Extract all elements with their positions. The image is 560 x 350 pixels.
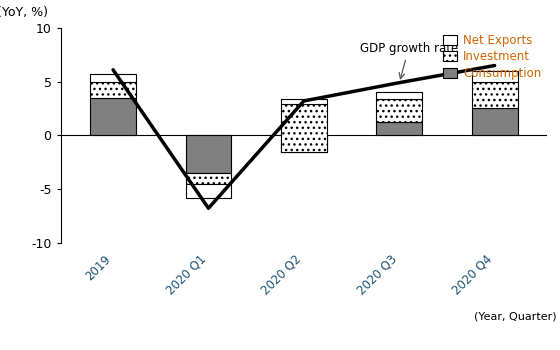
Bar (376, 92, 422, 99)
Bar (281, 104, 327, 153)
Bar (90, 98, 136, 135)
Bar (90, 74, 136, 82)
Bar (185, 183, 231, 197)
Bar (281, 135, 327, 153)
Text: (Year, Quarter): (Year, Quarter) (474, 311, 557, 321)
Bar (376, 99, 422, 122)
Bar (472, 71, 517, 82)
Bar (185, 173, 231, 183)
Text: (YoY, %): (YoY, %) (0, 6, 48, 19)
Legend: Net Exports, Investment, Consumption: Net Exports, Investment, Consumption (443, 34, 542, 80)
Bar (472, 82, 517, 108)
Bar (90, 82, 136, 98)
Bar (376, 122, 422, 135)
Text: GDP growth rate: GDP growth rate (360, 42, 458, 79)
Bar (185, 135, 231, 173)
Bar (472, 108, 517, 135)
Bar (281, 99, 327, 104)
